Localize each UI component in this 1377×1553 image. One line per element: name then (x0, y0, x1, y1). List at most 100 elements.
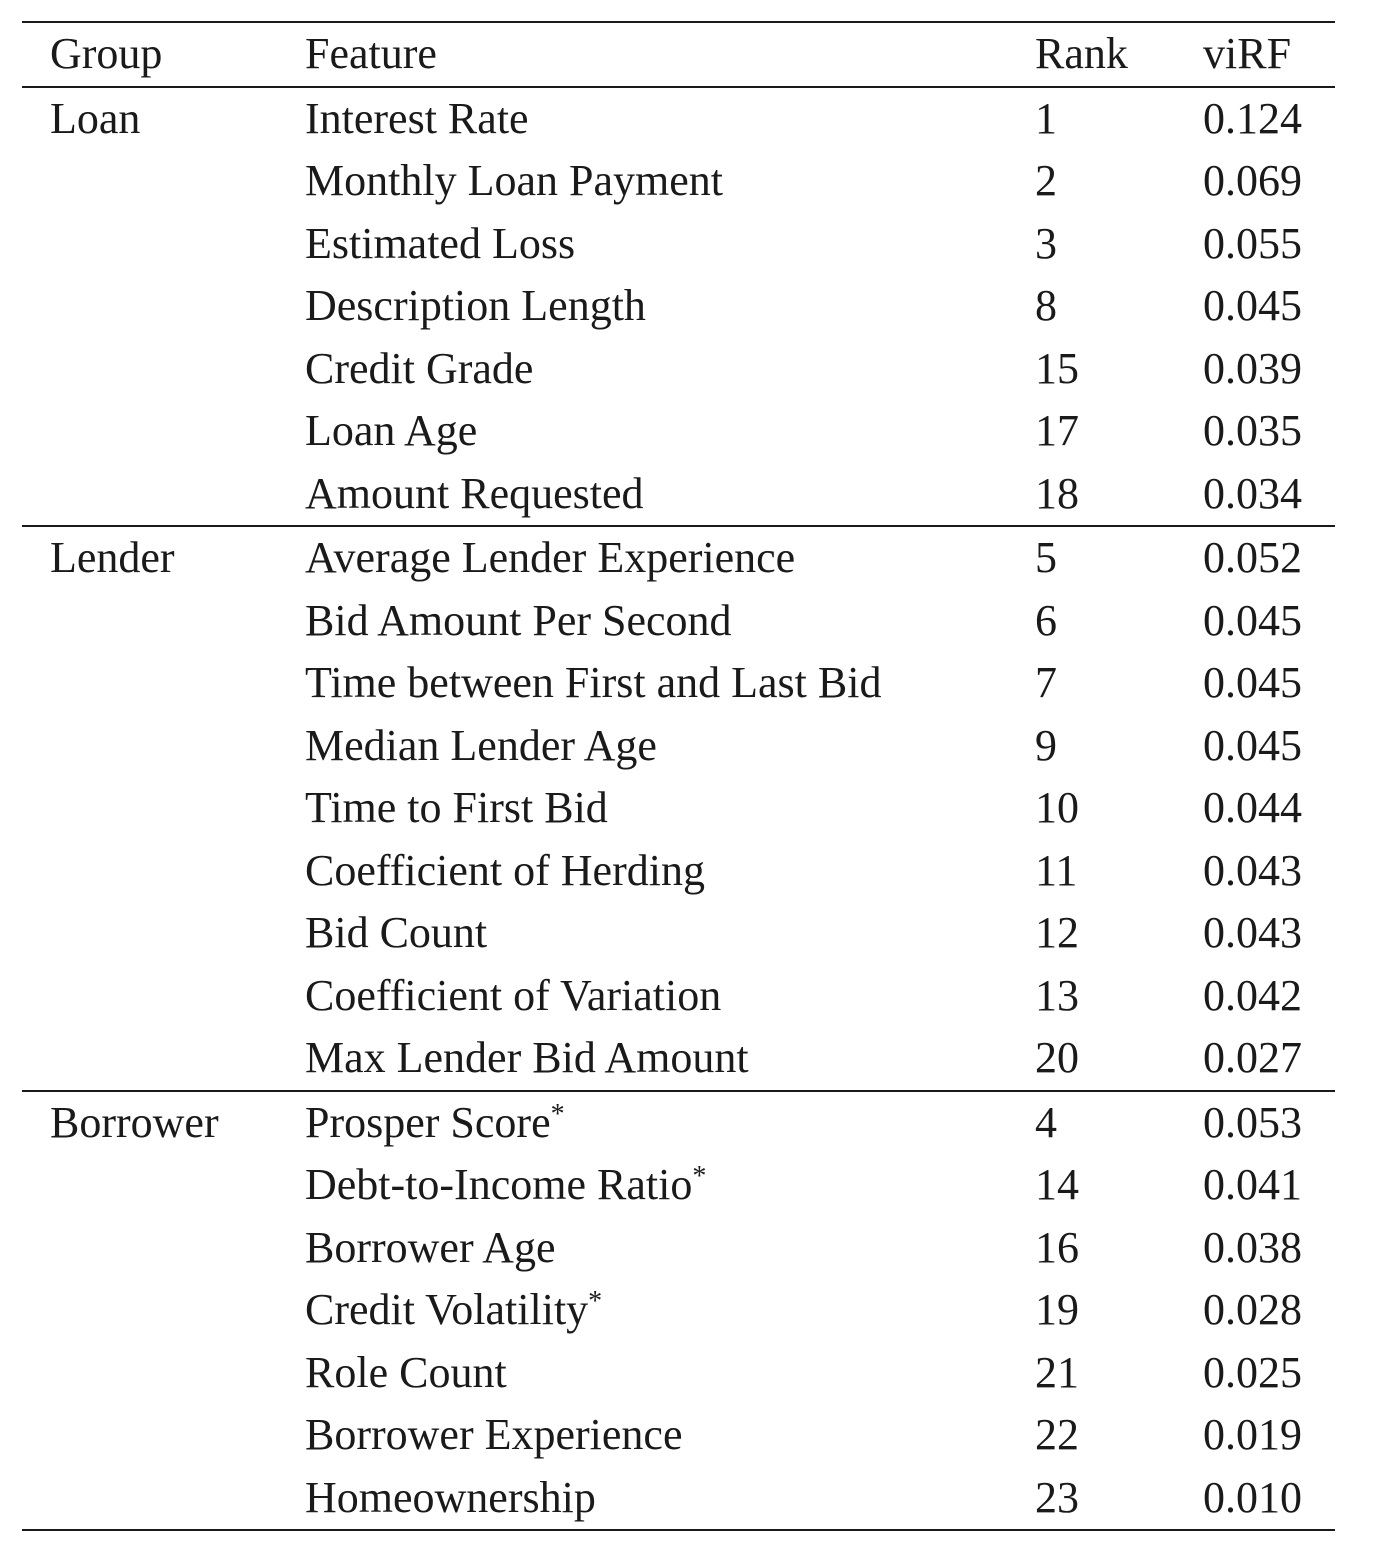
group-cell (22, 400, 305, 463)
virf-cell: 0.038 (1203, 1222, 1302, 1272)
virf-cell: 0.041 (1203, 1160, 1302, 1210)
feature-cell: Bid Amount Per Second (305, 590, 1035, 653)
feature-name: Max Lender Bid Amount (305, 1033, 749, 1083)
virf-cell: 0.027 (1203, 1033, 1302, 1083)
table-row: Estimated Loss 3 0.055 (22, 213, 1335, 276)
feature-name: Median Lender Age (305, 720, 657, 770)
feature-cell: Estimated Loss (305, 213, 1035, 276)
group-cell (22, 1027, 305, 1091)
feature-cell: Time between First and Last Bid (305, 652, 1035, 715)
virf-cell: 0.042 (1203, 970, 1302, 1020)
table-row: Coefficient of Variation 13 0.042 (22, 965, 1335, 1028)
rank-cell: 8 (1035, 281, 1057, 331)
rank-cell: 3 (1035, 218, 1057, 268)
header-feature: Feature (305, 21, 1035, 88)
virf-cell: 0.053 (1203, 1089, 1335, 1154)
group-cell: Borrower (22, 1089, 305, 1154)
feature-cell: Borrower Experience (305, 1404, 1035, 1467)
virf-cell: 0.045 (1203, 281, 1302, 331)
group-cell (22, 715, 305, 778)
table-row: Borrower Prosper Score* 4 0.053 (22, 1089, 1335, 1154)
group-cell (22, 902, 305, 965)
feature-name: Interest Rate (305, 93, 529, 143)
virf-cell: 0.044 (1203, 783, 1302, 833)
virf-cell: 0.034 (1203, 468, 1302, 518)
virf-cell: 0.069 (1203, 156, 1302, 206)
header-rank: Rank (1035, 21, 1203, 88)
virf-cell: 0.025 (1203, 1347, 1302, 1397)
rank-cell: 16 (1035, 1222, 1079, 1272)
feature-name: Homeownership (305, 1472, 596, 1522)
virf-cell: 0.035 (1203, 406, 1302, 456)
group-cell (22, 1154, 305, 1217)
group-cell (22, 463, 305, 527)
feature-cell: Loan Age (305, 400, 1035, 463)
group-cell (22, 150, 305, 213)
group-cell (22, 777, 305, 840)
table-row: Time to First Bid 10 0.044 (22, 777, 1335, 840)
rank-cell: 19 (1035, 1285, 1079, 1335)
feature-cell: Coefficient of Variation (305, 965, 1035, 1028)
table-row: Time between First and Last Bid 7 0.045 (22, 652, 1335, 715)
header-virf: viRF (1203, 21, 1335, 88)
group-cell (22, 1466, 305, 1531)
table-row: Borrower Experience 22 0.019 (22, 1404, 1335, 1467)
group-cell (22, 338, 305, 401)
feature-cell: Borrower Age (305, 1217, 1035, 1280)
feature-name: Bid Count (305, 908, 488, 958)
table-row: Borrower Age 16 0.038 (22, 1217, 1335, 1280)
rank-cell: 23 (1035, 1466, 1203, 1531)
feature-name: Coefficient of Variation (305, 970, 722, 1020)
feature-cell: Credit Volatility* (305, 1279, 1035, 1342)
rank-cell: 15 (1035, 343, 1079, 393)
group-cell (22, 1217, 305, 1280)
rank-cell: 1 (1035, 93, 1057, 143)
feature-name: Description Length (305, 281, 646, 331)
table-row: Monthly Loan Payment 2 0.069 (22, 150, 1335, 213)
feature-name: Bid Amount Per Second (305, 595, 732, 645)
feature-cell: Description Length (305, 275, 1035, 338)
virf-cell: 0.043 (1203, 845, 1302, 895)
feature-cell: Bid Count (305, 902, 1035, 965)
rank-cell: 21 (1035, 1347, 1079, 1397)
rank-cell: 13 (1035, 970, 1079, 1020)
group-cell (22, 213, 305, 276)
group-cell (22, 652, 305, 715)
feature-cell: Role Count (305, 1342, 1035, 1405)
feature-cell: Prosper Score* (305, 1089, 1035, 1154)
virf-cell: 0.019 (1203, 1410, 1302, 1460)
table-row: Amount Requested 18 0.034 (22, 463, 1335, 527)
table-row: Bid Amount Per Second 6 0.045 (22, 590, 1335, 653)
group-cell: Loan (50, 93, 141, 143)
group-cell (22, 1279, 305, 1342)
rank-cell: 7 (1035, 658, 1057, 708)
table-row: Debt-to-Income Ratio* 14 0.041 (22, 1154, 1335, 1217)
feature-name: Coefficient of Herding (305, 845, 705, 895)
feature-name: Amount Requested (305, 468, 644, 518)
feature-cell: Monthly Loan Payment (305, 150, 1035, 213)
table-row: Description Length 8 0.045 (22, 275, 1335, 338)
feature-footnote-mark: * (692, 1161, 707, 1193)
rank-cell: 20 (1035, 1033, 1079, 1083)
rank-cell: 5 (1035, 525, 1203, 590)
feature-cell: Time to First Bid (305, 777, 1035, 840)
feature-cell: Median Lender Age (305, 715, 1035, 778)
feature-name: Loan Age (305, 406, 478, 456)
rank-cell: 22 (1035, 1410, 1079, 1460)
rank-cell: 2 (1035, 156, 1057, 206)
feature-cell: Average Lender Experience (305, 525, 1035, 590)
virf-cell: 0.045 (1203, 595, 1302, 645)
feature-name: Credit Grade (305, 343, 534, 393)
feature-importance-table: Group Feature Rank viRF Loan Interest Rat… (22, 21, 1335, 1531)
feature-name: Debt-to-Income Ratio (305, 1160, 693, 1210)
table-row: Credit Volatility* 19 0.028 (22, 1279, 1335, 1342)
feature-cell: Interest Rate (305, 87, 1035, 151)
table-row: Coefficient of Herding 11 0.043 (22, 840, 1335, 903)
virf-cell: 0.045 (1203, 658, 1302, 708)
feature-name: Average Lender Experience (305, 533, 796, 583)
table-row: Max Lender Bid Amount 20 0.027 (22, 1027, 1335, 1091)
virf-cell: 0.039 (1203, 343, 1302, 393)
feature-cell: Credit Grade (305, 338, 1035, 401)
virf-cell: 0.010 (1203, 1466, 1335, 1531)
virf-cell: 0.055 (1203, 218, 1302, 268)
